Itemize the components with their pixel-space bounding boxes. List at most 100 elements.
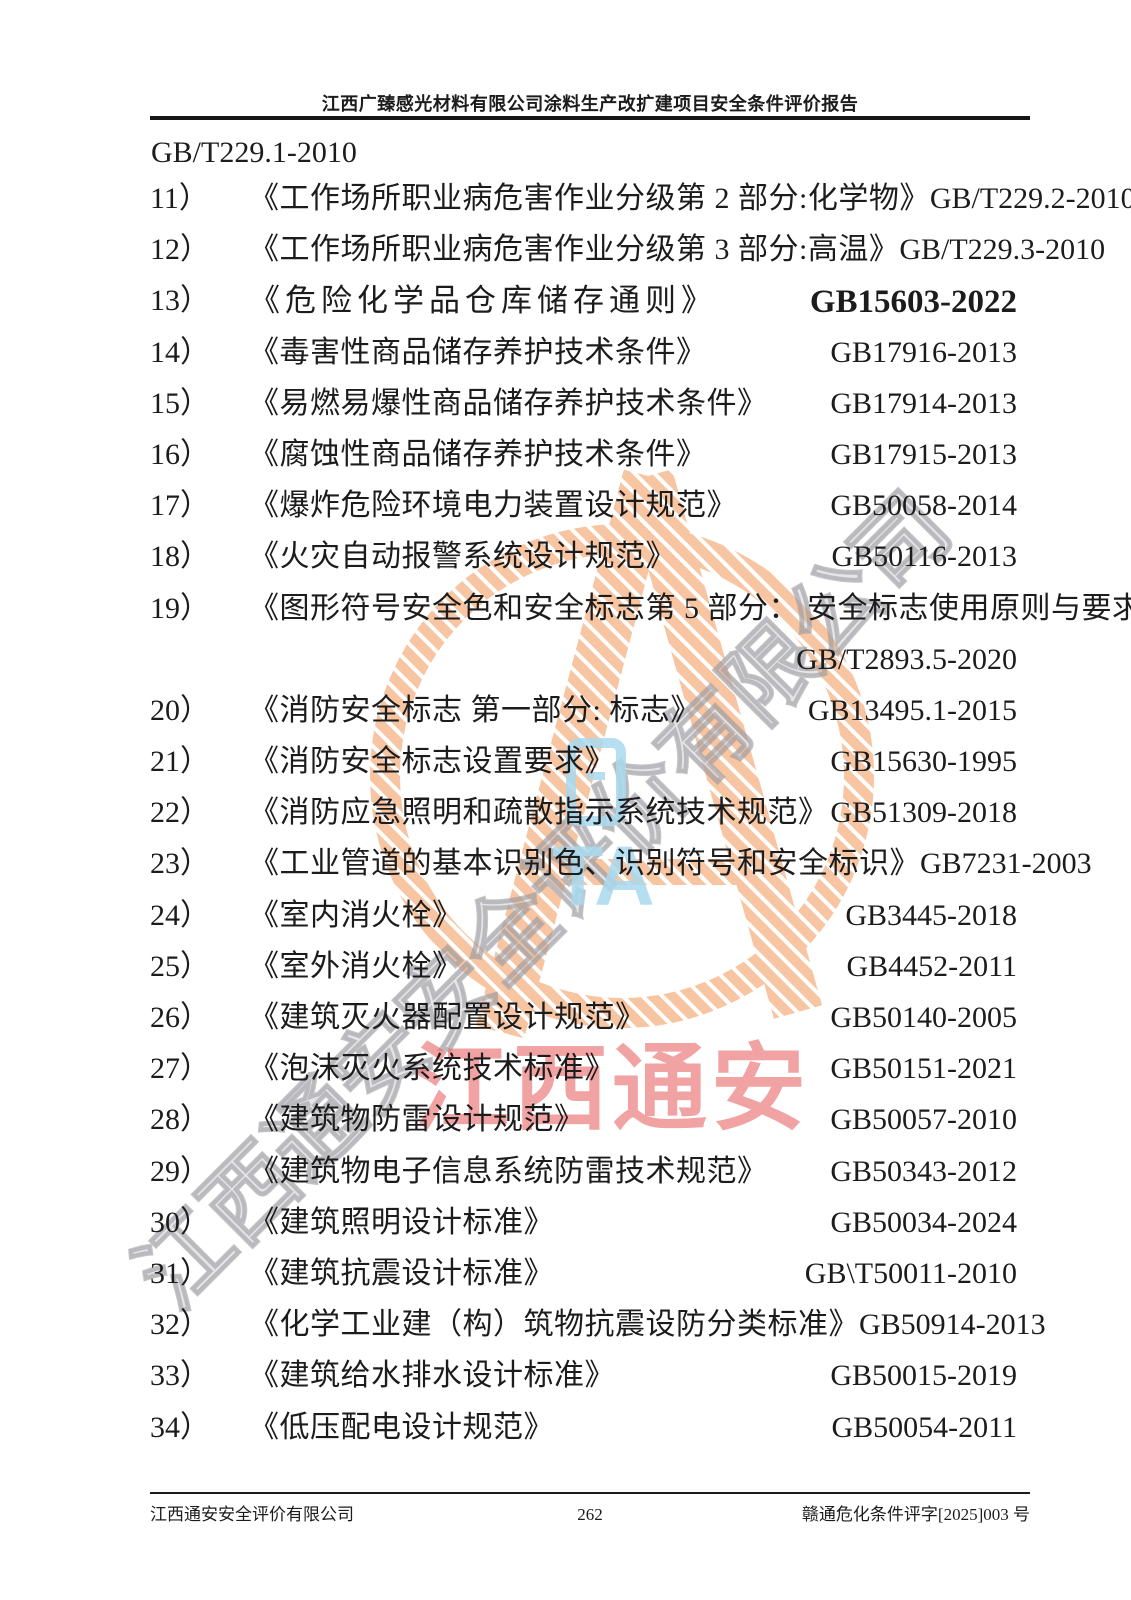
- carried-over-code: GB/T229.1-2010: [151, 136, 357, 169]
- standard-title: 《室内消火栓》: [249, 898, 463, 932]
- standard-title: 《工业管道的基本识别色、识别符号和安全标识》: [249, 847, 920, 881]
- standard-number: 28）: [150, 1103, 210, 1137]
- standard-number: 24）: [150, 898, 210, 932]
- standard-number: 29）: [150, 1154, 210, 1188]
- standard-row: 19） 《图形符号安全色和安全标志第 5 部分： 安全标志使用原则与要求》: [150, 590, 1131, 641]
- monogram-emblem-icon: [566, 738, 626, 826]
- header-rule: [150, 116, 1030, 120]
- page-header-title: 江西广臻感光材料有限公司涂料生产改扩建项目安全条件评价报告: [321, 94, 859, 114]
- standard-code: GB7231-2003: [920, 847, 1092, 881]
- standard-row: 12） 《工作场所职业病危害作业分级第 3 部分:高温》 GB/T229.3-2…: [150, 231, 1105, 282]
- standard-row: 11） 《工作场所职业病危害作业分级第 2 部分:化学物》 GB/T229.2-…: [150, 180, 1131, 231]
- standard-code: GB15603-2022: [809, 284, 1017, 321]
- standard-title: 《火灾自动报警系统设计规范》: [249, 540, 676, 574]
- standard-number: 25）: [150, 949, 210, 983]
- standard-title: 《建筑物防雷设计规范》: [249, 1103, 585, 1137]
- standard-number: 34）: [150, 1410, 210, 1444]
- standard-row: 24） 《室内消火栓》 GB3445-2018: [150, 897, 1030, 948]
- standard-title: 《腐蚀性商品储存养护技术条件》: [249, 437, 707, 471]
- standard-title: 《工作场所职业病危害作业分级第 3 部分:高温》: [249, 233, 900, 267]
- standard-title: 《危险化学品仓库储存通则》: [249, 283, 717, 319]
- standard-row: 21） 《消防安全标志设置要求》 GB15630-1995: [150, 743, 1030, 794]
- standard-code: GB15630-1995: [830, 745, 1017, 779]
- standard-title: 《消防应急照明和疏散指示系统技术规范》: [249, 796, 829, 830]
- standard-code: GB17914-2013: [830, 386, 1017, 420]
- standard-title: 《建筑照明设计标准》: [249, 1205, 554, 1239]
- standard-row: 14） 《毒害性商品储存养护技术条件》 GB17916-2013: [150, 334, 1030, 385]
- standard-title: 《室外消火栓》: [249, 949, 463, 983]
- standard-title: 《爆炸危险环境电力装置设计规范》: [249, 489, 737, 523]
- standard-title: 《消防安全标志设置要求》: [249, 745, 615, 779]
- standard-row: 25） 《室外消火栓》 GB4452-2011: [150, 948, 1030, 999]
- standard-code: GB/T229.2-2010: [929, 182, 1131, 215]
- standard-number: 16）: [150, 437, 210, 471]
- standard-row: 27） 《泡沫灭火系统技术标准》 GB50151-2021: [150, 1050, 1030, 1101]
- standard-row: GB/T2893.5-2020: [150, 641, 1030, 692]
- standard-code: GB50116-2013: [831, 540, 1017, 574]
- standard-code: GB17916-2013: [830, 335, 1017, 369]
- standard-row: 26） 《建筑灭火器配置设计规范》 GB50140-2005: [150, 999, 1030, 1050]
- monogram-letters: TA: [552, 829, 655, 923]
- standard-row: 17） 《爆炸危险环境电力装置设计规范》 GB50058-2014: [150, 487, 1030, 538]
- footer-page-number: 262: [577, 1505, 603, 1524]
- standard-number: 20）: [150, 693, 210, 727]
- standard-code: GB17915-2013: [830, 437, 1017, 471]
- standard-number: 33）: [150, 1359, 210, 1393]
- standard-code: GB4452-2011: [846, 949, 1017, 983]
- standard-number: 14）: [150, 335, 210, 369]
- standard-number: 19）: [150, 591, 210, 625]
- standard-number: 27）: [150, 1052, 210, 1086]
- standard-number: 31）: [150, 1256, 210, 1290]
- standard-row: 13） 《危险化学品仓库储存通则》 GB15603-2022: [150, 282, 1030, 333]
- standard-number: 23）: [150, 847, 210, 881]
- standard-number: 15）: [150, 386, 210, 420]
- footer-company: 江西通安安全评价有限公司: [150, 1505, 354, 1524]
- standard-title: 《消防安全标志 第一部分: 标志》: [249, 693, 701, 727]
- standards-list: 11） 《工作场所职业病危害作业分级第 2 部分:化学物》 GB/T229.2-…: [150, 180, 1131, 1460]
- standard-code: GB50058-2014: [830, 489, 1017, 523]
- standard-row: 15） 《易燃易爆性商品储存养护技术条件》 GB17914-2013: [150, 385, 1030, 436]
- standard-code: GB\T50011-2010: [804, 1256, 1017, 1290]
- footer-doc-number: 赣通危化条件评字[2025]003 号: [801, 1505, 1030, 1524]
- standard-row: 34） 《低压配电设计规范》 GB50054-2011: [150, 1409, 1030, 1460]
- standard-number: 21）: [150, 745, 210, 779]
- blue-monogram-watermark: TA: [552, 738, 655, 923]
- standard-row: 20） 《消防安全标志 第一部分: 标志》 GB13495.1-2015: [150, 692, 1030, 743]
- standard-row: 18） 《火灾自动报警系统设计规范》 GB50116-2013: [150, 538, 1030, 589]
- standard-row: 28） 《建筑物防雷设计规范》 GB50057-2010: [150, 1101, 1030, 1152]
- standard-title: 《建筑抗震设计标准》: [249, 1256, 554, 1290]
- standard-title: 《工作场所职业病危害作业分级第 2 部分:化学物》: [249, 182, 930, 215]
- standard-number: 12）: [150, 233, 210, 267]
- standard-row: 30） 《建筑照明设计标准》 GB50034-2024: [150, 1204, 1030, 1255]
- footer-rule: [150, 1492, 1030, 1494]
- standard-title: 《图形符号安全色和安全标志第 5 部分： 安全标志使用原则与要求》: [249, 591, 1131, 625]
- standard-code: GB3445-2018: [845, 898, 1017, 932]
- standard-code: GB50034-2024: [830, 1205, 1017, 1239]
- standard-row: 32） 《化学工业建（构）筑物抗震设防分类标准》 GB50914-2013: [150, 1306, 1046, 1357]
- standard-code: GB50140-2005: [830, 1001, 1017, 1034]
- standard-code: GB50343-2012: [830, 1154, 1017, 1188]
- standard-code: GB50151-2021: [830, 1052, 1017, 1086]
- standard-number: 30）: [150, 1205, 210, 1239]
- standard-title: 《建筑给水排水设计标准》: [249, 1359, 615, 1393]
- standard-title: 《毒害性商品储存养护技术条件》: [249, 335, 707, 369]
- standard-number: 26）: [150, 1001, 210, 1034]
- standard-code: GB50914-2013: [859, 1308, 1046, 1342]
- standard-row: 23） 《工业管道的基本识别色、识别符号和安全标识》 GB7231-2003: [150, 845, 1092, 896]
- standard-title: 《低压配电设计规范》: [249, 1410, 554, 1444]
- standard-code: GB50057-2010: [830, 1103, 1017, 1137]
- standard-number: 11）: [150, 182, 209, 215]
- standard-title: 《化学工业建（构）筑物抗震设防分类标准》: [249, 1308, 859, 1342]
- standard-code: GB50054-2011: [831, 1410, 1017, 1444]
- standard-code: GB50015-2019: [830, 1359, 1017, 1393]
- standard-code: GB51309-2018: [830, 796, 1017, 830]
- page-footer: 江西通安安全评价有限公司 262 赣通危化条件评字[2025]003 号: [150, 1500, 1030, 1525]
- standard-number: 18）: [150, 540, 210, 574]
- standard-number: 17）: [150, 489, 210, 523]
- red-brand-watermark-text: 江西通安: [414, 1036, 811, 1142]
- standard-number: 22）: [150, 796, 210, 830]
- standard-number: 32）: [150, 1308, 210, 1342]
- standard-code: GB/T2893.5-2020: [796, 642, 1017, 676]
